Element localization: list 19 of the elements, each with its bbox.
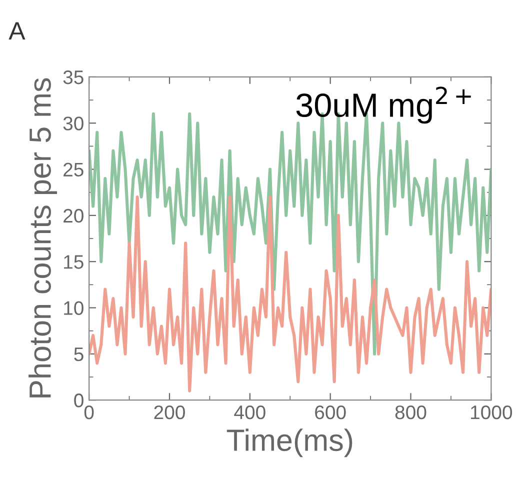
y-tick-label: 15 xyxy=(64,255,84,269)
y-tick-label: 5 xyxy=(74,348,84,362)
y-tick-label: 25 xyxy=(64,162,84,177)
y-tick-label: 30 xyxy=(63,116,84,130)
x-tick-label: 400 xyxy=(234,405,266,420)
x-tick-label: 0 xyxy=(84,405,94,420)
y-tick-label: 20 xyxy=(64,208,84,223)
x-tick-label: 800 xyxy=(395,405,426,420)
x-tick-label: 200 xyxy=(154,405,185,420)
y-axis-title: Photon counts per 5 ms xyxy=(28,78,58,398)
x-tick-label: 600 xyxy=(315,405,346,420)
chart-title: A xyxy=(8,22,26,40)
annotation: 30uM mg$^{2+}$ xyxy=(296,86,471,124)
y-tick-label: 0 xyxy=(74,394,84,408)
line-series xyxy=(89,195,492,392)
x-axis-title: Time(ms) xyxy=(226,428,352,458)
x-tick-label: 1000 xyxy=(471,405,512,420)
y-tick-label: 35 xyxy=(63,70,84,84)
y-tick-label: 10 xyxy=(64,301,84,315)
